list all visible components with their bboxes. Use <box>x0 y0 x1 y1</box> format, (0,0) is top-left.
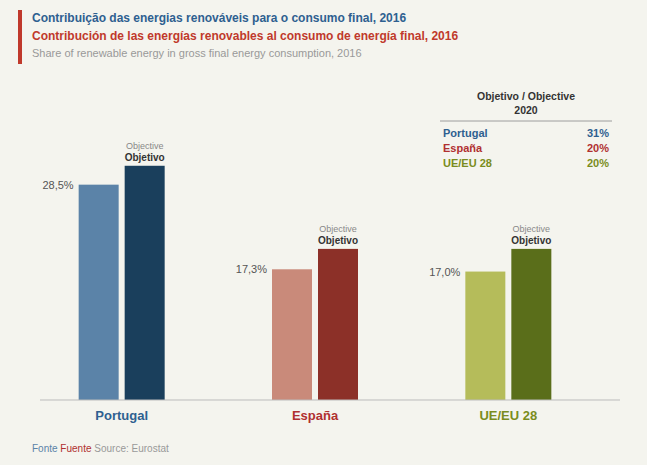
title-english: Share of renewable energy in gross final… <box>32 47 362 59</box>
table-country: UE/EU 28 <box>443 157 492 169</box>
background <box>0 0 647 465</box>
value-bar <box>465 272 505 400</box>
category-label: Portugal <box>95 408 148 423</box>
title: Contribuição das energias renováveis par… <box>32 11 406 25</box>
objective-label-pt: Objetivo <box>125 152 165 163</box>
value-label: 17,3% <box>236 263 267 275</box>
table-header: Objetivo / Objective <box>477 90 575 102</box>
objective-label-en: Objective <box>513 224 551 234</box>
value-label: 17,0% <box>429 266 460 278</box>
objective-label-en: Objective <box>319 224 357 234</box>
value-bar <box>79 185 119 400</box>
category-label: España <box>292 408 339 423</box>
objective-label-pt: Objetivo <box>511 235 551 246</box>
objective-bar <box>125 166 165 400</box>
bars <box>79 166 552 400</box>
source-part: Fonte <box>32 443 58 454</box>
value-label: 28,5% <box>42 179 73 191</box>
source-part: Source: <box>92 443 132 454</box>
table-country: España <box>443 142 483 154</box>
table-value: 20% <box>587 142 609 154</box>
objective-bar <box>511 249 551 400</box>
category-label: UE/EU 28 <box>479 408 537 423</box>
value-bar <box>272 269 312 400</box>
table-value: 20% <box>587 157 609 169</box>
objective-bar <box>318 249 358 400</box>
table-separator <box>440 121 612 122</box>
subtitle: Contribución de las energías renovables … <box>32 29 458 43</box>
baseline <box>40 400 620 401</box>
source-part: Eurostat <box>132 443 169 454</box>
source: Fonte Fuente Source: Eurostat <box>32 443 169 454</box>
accent-bar <box>18 10 22 64</box>
table-country: Portugal <box>443 127 488 139</box>
objective-label-pt: Objetivo <box>318 235 358 246</box>
table-value: 31% <box>587 127 609 139</box>
objective-label-en: Objective <box>126 141 164 151</box>
chart: Contribuição das energias renováveis par… <box>0 0 647 465</box>
source-part: Fuente <box>58 443 92 454</box>
table-year: 2020 <box>514 104 538 116</box>
